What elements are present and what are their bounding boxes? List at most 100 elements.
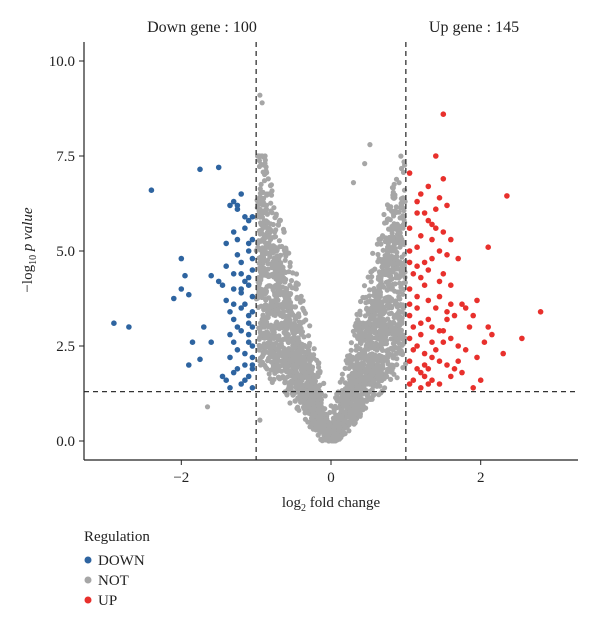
down-point bbox=[249, 354, 256, 361]
not-point bbox=[389, 286, 395, 292]
down-point bbox=[245, 312, 252, 319]
not-point bbox=[262, 157, 268, 163]
down-point bbox=[230, 271, 237, 277]
not-point bbox=[322, 393, 328, 399]
not-point bbox=[320, 418, 326, 424]
not-point bbox=[400, 169, 407, 175]
not-point bbox=[402, 311, 408, 317]
not-point bbox=[391, 181, 397, 187]
not-point bbox=[259, 100, 265, 106]
not-point bbox=[283, 245, 289, 251]
up-point bbox=[470, 385, 477, 391]
not-point bbox=[388, 376, 394, 382]
not-point bbox=[257, 269, 264, 275]
up-point bbox=[489, 331, 495, 338]
not-point bbox=[306, 399, 312, 405]
not-point bbox=[272, 333, 278, 339]
not-point bbox=[261, 245, 267, 251]
up-point bbox=[470, 312, 477, 319]
not-point bbox=[265, 283, 272, 289]
not-point bbox=[276, 272, 282, 278]
not-point bbox=[399, 200, 405, 206]
not-point bbox=[276, 375, 282, 381]
not-point bbox=[316, 418, 322, 424]
legend-swatch-not bbox=[84, 576, 92, 584]
down-point bbox=[242, 214, 248, 220]
up-point bbox=[406, 358, 413, 365]
not-point bbox=[337, 379, 343, 385]
not-point bbox=[367, 367, 373, 374]
not-point bbox=[394, 350, 400, 356]
not-point bbox=[288, 278, 295, 284]
not-point bbox=[204, 404, 211, 410]
not-point bbox=[274, 301, 280, 308]
not-point bbox=[395, 225, 401, 231]
not-point bbox=[311, 355, 317, 361]
not-point bbox=[331, 436, 337, 442]
not-point bbox=[367, 388, 373, 394]
up-point bbox=[448, 335, 454, 342]
not-point bbox=[256, 346, 263, 352]
not-point bbox=[357, 385, 363, 391]
legend-swatch-down bbox=[84, 556, 92, 564]
not-point bbox=[364, 305, 370, 311]
not-point bbox=[261, 335, 268, 341]
not-point bbox=[256, 208, 262, 214]
not-point bbox=[267, 338, 273, 344]
up-point bbox=[406, 248, 413, 254]
up-point bbox=[418, 331, 424, 338]
down-point bbox=[126, 324, 132, 330]
not-point bbox=[375, 342, 381, 348]
down-point bbox=[230, 316, 237, 323]
down-point bbox=[238, 305, 244, 311]
not-point bbox=[298, 320, 304, 327]
up-point bbox=[425, 297, 432, 304]
down-point bbox=[249, 309, 256, 315]
down-point bbox=[223, 297, 229, 304]
not-point bbox=[263, 250, 269, 257]
not-point bbox=[382, 385, 388, 391]
not-point bbox=[388, 304, 395, 310]
not-point bbox=[357, 370, 363, 376]
not-point bbox=[304, 344, 310, 350]
not-point bbox=[375, 259, 381, 265]
down-point bbox=[245, 274, 252, 281]
not-point bbox=[263, 297, 269, 303]
not-point bbox=[309, 387, 315, 393]
not-point bbox=[388, 336, 394, 342]
x-tick-label: 2 bbox=[477, 470, 485, 486]
up-point bbox=[425, 366, 432, 372]
down-point bbox=[230, 339, 237, 346]
up-point bbox=[436, 381, 443, 387]
down-point bbox=[230, 301, 237, 308]
not-point bbox=[290, 339, 296, 345]
not-point bbox=[400, 291, 406, 297]
not-point bbox=[334, 391, 340, 397]
not-point bbox=[304, 364, 311, 370]
not-point bbox=[387, 217, 393, 223]
not-point bbox=[390, 194, 397, 201]
down-point bbox=[178, 286, 185, 292]
up-point bbox=[451, 366, 458, 372]
not-point bbox=[308, 407, 314, 413]
up-point bbox=[451, 312, 458, 319]
not-point bbox=[363, 300, 369, 306]
up-point bbox=[406, 381, 413, 387]
not-point bbox=[276, 349, 282, 355]
not-point bbox=[291, 324, 297, 330]
not-point bbox=[307, 323, 313, 329]
not-point bbox=[348, 407, 355, 413]
not-point bbox=[261, 218, 268, 224]
down-point bbox=[234, 236, 241, 243]
not-points-layer bbox=[204, 92, 409, 444]
not-point bbox=[387, 365, 394, 371]
up-point bbox=[433, 206, 439, 212]
down-point bbox=[245, 331, 252, 338]
up-point bbox=[406, 301, 413, 308]
not-point bbox=[366, 332, 372, 338]
down-point bbox=[238, 381, 244, 387]
up-point bbox=[414, 198, 420, 205]
down-point bbox=[234, 366, 241, 372]
up-point bbox=[425, 217, 432, 224]
down-point bbox=[219, 373, 226, 380]
